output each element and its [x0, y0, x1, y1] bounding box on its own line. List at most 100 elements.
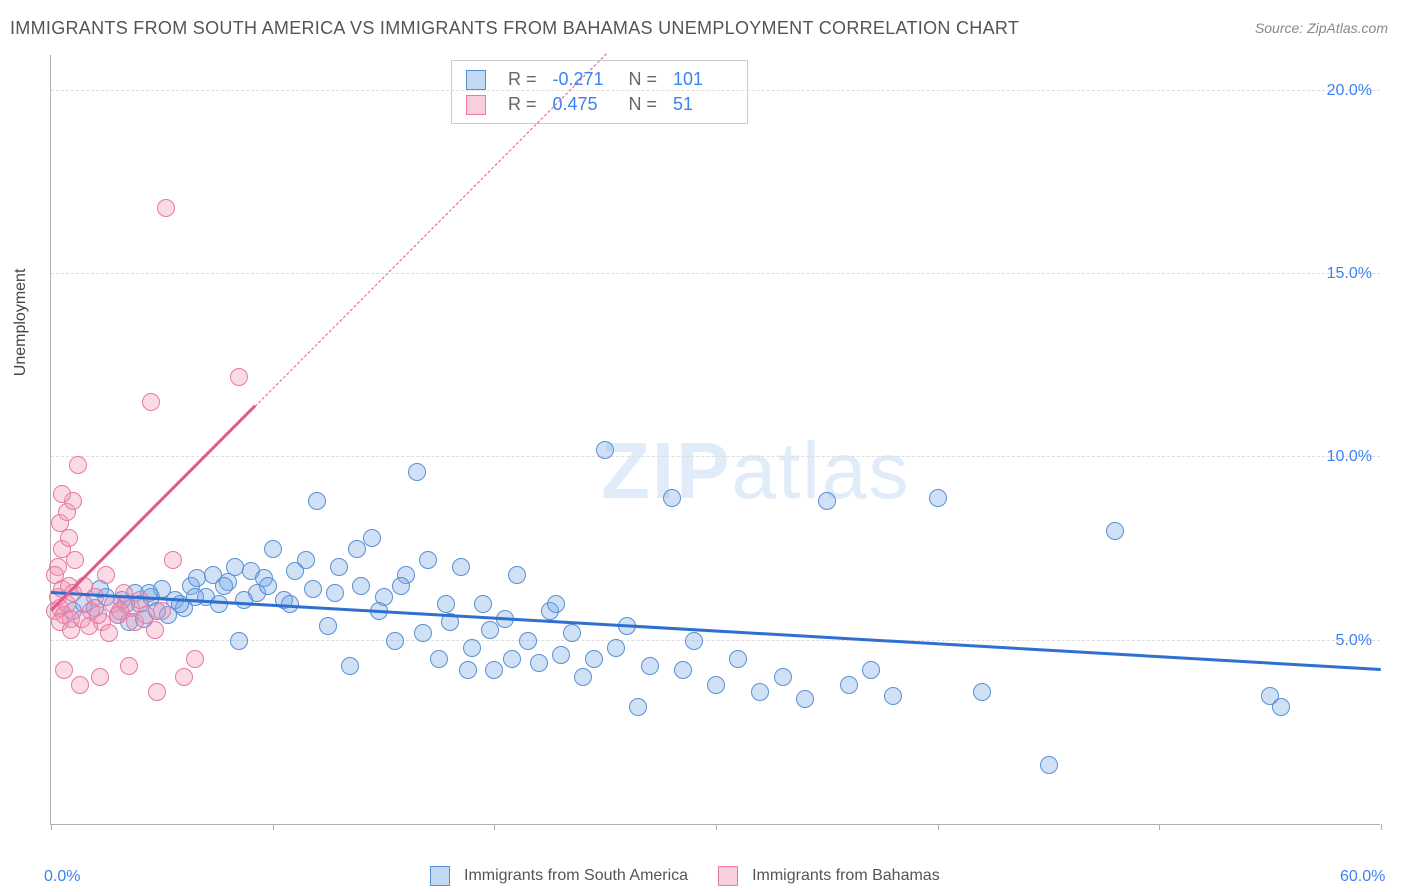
scatter-marker	[574, 668, 592, 686]
x-tick-label: 60.0%	[1340, 868, 1385, 886]
x-tick	[1159, 824, 1160, 830]
scatter-marker	[419, 551, 437, 569]
scatter-marker	[259, 577, 277, 595]
legend-label-blue: Immigrants from South America	[464, 867, 688, 885]
n-value-blue: 101	[673, 69, 733, 90]
legend-bottom: Immigrants from South America Immigrants…	[430, 866, 940, 886]
scatter-marker	[386, 632, 404, 650]
n-label: N =	[629, 69, 658, 90]
x-tick	[1381, 824, 1382, 830]
y-tick-label: 5.0%	[1336, 632, 1372, 650]
legend-label-pink: Immigrants from Bahamas	[752, 867, 940, 885]
source-attribution: Source: ZipAtlas.com	[1255, 20, 1388, 36]
stats-box: R = -0.271 N = 101 R = 0.475 N = 51	[451, 60, 748, 124]
scatter-marker	[341, 657, 359, 675]
scatter-marker	[319, 617, 337, 635]
scatter-marker	[585, 650, 603, 668]
scatter-marker	[210, 595, 228, 613]
scatter-marker	[392, 577, 410, 595]
scatter-marker	[641, 657, 659, 675]
gridline	[51, 273, 1380, 274]
scatter-marker	[71, 676, 89, 694]
scatter-marker	[69, 456, 87, 474]
scatter-marker	[86, 588, 104, 606]
x-tick	[938, 824, 939, 830]
gridline	[51, 90, 1380, 91]
chart-title: IMMIGRANTS FROM SOUTH AMERICA VS IMMIGRA…	[10, 18, 1019, 39]
swatch-blue-icon	[430, 866, 450, 886]
scatter-marker	[304, 580, 322, 598]
x-tick	[494, 824, 495, 830]
scatter-marker	[437, 595, 455, 613]
x-tick	[716, 824, 717, 830]
scatter-marker	[97, 566, 115, 584]
scatter-marker	[596, 441, 614, 459]
scatter-marker	[215, 577, 233, 595]
y-tick-label: 15.0%	[1327, 265, 1372, 283]
scatter-marker	[607, 639, 625, 657]
scatter-marker	[142, 393, 160, 411]
scatter-marker	[111, 602, 129, 620]
scatter-marker	[408, 463, 426, 481]
scatter-marker	[452, 558, 470, 576]
scatter-marker	[774, 668, 792, 686]
scatter-marker	[729, 650, 747, 668]
scatter-marker	[164, 551, 182, 569]
scatter-marker	[884, 687, 902, 705]
y-axis-label: Unemployment	[12, 269, 30, 377]
scatter-marker	[1272, 698, 1290, 716]
swatch-pink-icon	[718, 866, 738, 886]
scatter-marker	[1106, 522, 1124, 540]
n-value-pink: 51	[673, 94, 733, 115]
scatter-marker	[348, 540, 366, 558]
gridline	[51, 456, 1380, 457]
scatter-marker	[563, 624, 581, 642]
scatter-marker	[474, 595, 492, 613]
scatter-marker	[862, 661, 880, 679]
scatter-marker	[459, 661, 477, 679]
scatter-marker	[186, 650, 204, 668]
scatter-marker	[430, 650, 448, 668]
scatter-marker	[186, 588, 204, 606]
scatter-marker	[973, 683, 991, 701]
scatter-marker	[530, 654, 548, 672]
x-tick-label: 0.0%	[44, 868, 80, 886]
scatter-marker	[230, 632, 248, 650]
scatter-marker	[707, 676, 725, 694]
y-tick-label: 20.0%	[1327, 82, 1372, 100]
scatter-marker	[796, 690, 814, 708]
trend-line	[51, 591, 1381, 670]
scatter-marker	[519, 632, 537, 650]
n-label: N =	[629, 94, 658, 115]
scatter-marker	[352, 577, 370, 595]
scatter-marker	[330, 558, 348, 576]
scatter-marker	[91, 668, 109, 686]
scatter-marker	[235, 591, 253, 609]
scatter-marker	[685, 632, 703, 650]
scatter-marker	[481, 621, 499, 639]
scatter-marker	[751, 683, 769, 701]
scatter-marker	[153, 602, 171, 620]
scatter-marker	[1040, 756, 1058, 774]
scatter-marker	[485, 661, 503, 679]
scatter-marker	[120, 657, 138, 675]
scatter-marker	[46, 566, 64, 584]
y-tick-label: 10.0%	[1327, 448, 1372, 466]
scatter-marker	[146, 621, 164, 639]
scatter-marker	[840, 676, 858, 694]
scatter-marker	[674, 661, 692, 679]
legend-item-pink: Immigrants from Bahamas	[718, 866, 940, 886]
scatter-marker	[414, 624, 432, 642]
scatter-marker	[503, 650, 521, 668]
r-label: R =	[508, 94, 537, 115]
gridline	[51, 640, 1380, 641]
scatter-marker	[89, 606, 107, 624]
watermark: ZIPatlas	[601, 425, 910, 517]
legend-item-blue: Immigrants from South America	[430, 866, 688, 886]
scatter-marker	[326, 584, 344, 602]
scatter-marker	[508, 566, 526, 584]
stats-row-blue: R = -0.271 N = 101	[466, 67, 733, 92]
scatter-marker	[308, 492, 326, 510]
scatter-marker	[230, 368, 248, 386]
scatter-marker	[157, 199, 175, 217]
